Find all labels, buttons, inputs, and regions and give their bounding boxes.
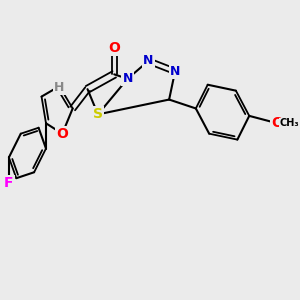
Text: CH₃: CH₃ — [280, 118, 299, 128]
Text: O: O — [108, 40, 120, 55]
Text: N: N — [122, 72, 133, 85]
Text: N: N — [170, 65, 180, 78]
Text: O: O — [56, 127, 68, 141]
Text: F: F — [4, 176, 14, 190]
Text: O: O — [272, 116, 284, 130]
Text: H: H — [54, 81, 64, 94]
Text: N: N — [143, 55, 154, 68]
Text: S: S — [93, 107, 103, 122]
